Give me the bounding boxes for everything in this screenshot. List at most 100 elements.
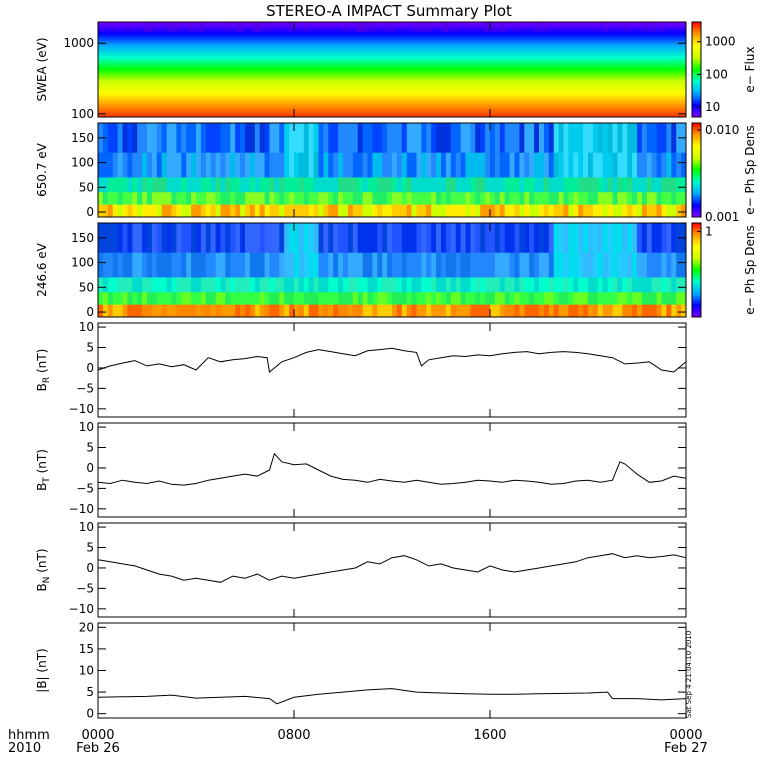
panel-frame [97, 222, 687, 318]
heatmap-texture [501, 22, 507, 32]
ytick-label: −10 [69, 502, 94, 516]
colorbar-tick-label: 1 [705, 225, 713, 239]
colorbar-tick-label: 10 [705, 100, 720, 114]
timestamp-note: Sat Sep 4 21:04:10 2010 [685, 631, 693, 718]
ytick-label: 100 [71, 107, 94, 121]
panel-pitch-246eV: 0 50 100 150 246.6 eV 1 e− Ph Sp Dens [35, 222, 757, 319]
heatmap-texture [366, 22, 372, 32]
ytick-label: 0 [86, 361, 94, 375]
heatmap-texture [102, 22, 106, 32]
heatmap-texture [224, 22, 229, 32]
heatmap-texture [386, 22, 391, 32]
heatmap-texture [198, 22, 205, 32]
xtick-label: 0000 [669, 728, 702, 743]
series-line [97, 452, 687, 486]
panel-frame [97, 522, 687, 618]
heatmap-texture [537, 22, 543, 32]
heatmap-texture [513, 22, 519, 32]
heatmap-texture [362, 22, 366, 32]
x-row1-label: hhmm [8, 728, 50, 743]
heatmap-texture [391, 22, 395, 32]
heatmap-texture [484, 22, 487, 32]
x-row2-label: 2010 [8, 741, 41, 756]
series-line [97, 688, 687, 705]
heatmap-texture [650, 22, 657, 32]
xtick-label: 1600 [473, 728, 506, 743]
heatmap-texture [642, 22, 649, 32]
heatmap-texture [233, 22, 239, 32]
heatmap-texture [304, 22, 309, 32]
heatmap-texture [363, 22, 367, 32]
ytick-label: 100 [71, 156, 94, 170]
colorbar-tick-label: 0.010 [705, 123, 739, 137]
xtick-label: 0800 [277, 728, 310, 743]
heatmap-texture [360, 22, 363, 32]
colorbar [691, 21, 702, 118]
ytick-label: 10 [79, 320, 94, 334]
heatmap-texture [197, 22, 200, 32]
heatmap-texture [256, 22, 263, 32]
ylabel: BR (nT) [35, 349, 52, 392]
heatmap-spectrogram [98, 123, 686, 217]
heatmap-texture [144, 22, 150, 32]
heatmap-texture [593, 22, 597, 32]
colorbar-tick-label: 1000 [705, 35, 736, 49]
heatmap-texture [452, 22, 457, 32]
panel-frame [97, 322, 687, 418]
ytick-label: 10 [79, 420, 94, 434]
panel-frame [97, 622, 687, 719]
panel-frame [97, 422, 687, 518]
heatmap-texture [486, 22, 492, 32]
ytick-label: 150 [71, 231, 94, 245]
heatmap-texture [177, 22, 181, 32]
heatmap-texture [355, 22, 360, 32]
ytick-label: −10 [69, 602, 94, 616]
heatmap-texture [201, 22, 204, 32]
colorbar-label: e− Flux [743, 46, 757, 92]
ytick-label: 150 [71, 131, 94, 145]
ytick-label: 5 [86, 341, 94, 355]
panel-line-4: −10 −5 0 5 10 BT (nT) [35, 420, 687, 518]
colorbar-tick-label: 100 [705, 67, 728, 81]
heatmap-texture [659, 22, 663, 32]
panel-swea: 100 1000 SWEA (eV) 10 100 1000 e− Flux [35, 21, 757, 121]
xtick-date-label: Feb 27 [664, 741, 708, 756]
heatmap-texture [356, 22, 362, 32]
heatmap-texture [112, 22, 115, 32]
heatmap-texture [544, 22, 549, 32]
ytick-label: 100 [71, 256, 94, 270]
heatmap-texture [344, 22, 349, 32]
series-line [97, 347, 687, 373]
heatmap-texture [358, 22, 363, 32]
heatmap-texture [165, 22, 169, 32]
colorbar [691, 122, 702, 218]
colorbar-label: e− Ph Sp Dens [743, 225, 757, 314]
panel-frame [97, 21, 687, 118]
ylabel: BT (nT) [35, 449, 52, 491]
ytick-label: 1000 [63, 36, 94, 50]
series-line [97, 553, 687, 583]
heatmap-texture [374, 22, 378, 32]
heatmap-texture [169, 22, 173, 32]
ytick-label: 0 [86, 205, 94, 219]
heatmap-texture [126, 22, 130, 32]
ytick-label: 0 [86, 461, 94, 475]
panel-line-5: −10 −5 0 5 10 BN (nT) [35, 520, 687, 618]
heatmap-texture [188, 22, 194, 32]
heatmap-texture [602, 22, 609, 32]
panel-line-6: 0 5 10 15 20 |B| (nT) [35, 620, 687, 721]
ytick-label: −5 [76, 381, 94, 395]
ylabel: SWEA (eV) [35, 37, 49, 101]
heatmap-texture [238, 22, 244, 32]
ytick-label: −5 [76, 481, 94, 495]
heatmap-texture [534, 22, 538, 32]
ytick-label: 50 [79, 180, 94, 194]
ylabel: 246.6 eV [35, 242, 49, 297]
panel-pitch-650eV: 0 50 100 150 650.7 eV 0.001 0.010 e− Ph Sp Dens [35, 122, 757, 224]
ylabel: |B| (nT) [35, 648, 49, 692]
heatmap-texture [443, 22, 448, 32]
heatmap-texture [419, 22, 423, 32]
xtick-label: 0000 [81, 728, 114, 743]
